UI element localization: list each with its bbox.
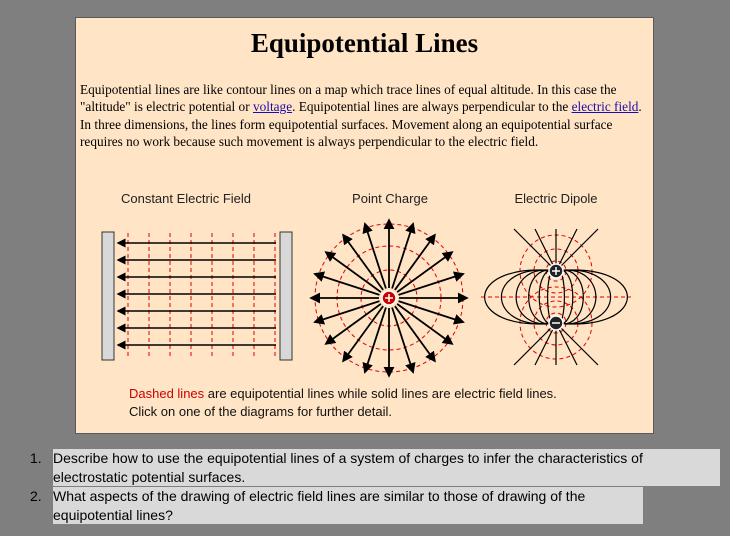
charge-sign [552, 267, 560, 275]
field-line [324, 251, 382, 293]
diagram-label: Electric Dipole [514, 191, 598, 206]
field-line [555, 228, 578, 272]
field-line [528, 269, 557, 325]
field-line [555, 269, 597, 325]
question-text: What aspects of the drawing of electric … [53, 487, 643, 524]
link[interactable]: voltage [252, 99, 293, 115]
question: 2. What aspects of the drawing of electri… [30, 487, 720, 524]
field-line [513, 322, 557, 366]
field-line [396, 303, 454, 345]
caption-text: are equipotential lines while solid line… [204, 386, 557, 401]
dipole-diagram[interactable] [481, 228, 631, 366]
field-line [515, 269, 557, 325]
field-line [555, 322, 578, 366]
field-line [313, 271, 380, 296]
plate-negative [101, 231, 115, 361]
field-line [555, 322, 599, 366]
question-number: 2. [30, 488, 42, 504]
field-line [362, 222, 387, 289]
field-line [513, 228, 557, 272]
text: Equipotential lines are like contour lin… [80, 82, 617, 115]
question-number: 1. [30, 450, 42, 466]
plate-positive [279, 231, 293, 361]
question: 1. Describe how to use the equipotential … [30, 449, 720, 486]
paragraph: Equipotential lines are like contour lin… [80, 81, 650, 151]
field-line [534, 322, 557, 366]
diagrams [101, 218, 631, 378]
diagram-label: Point Charge [352, 191, 428, 206]
field-line [394, 233, 436, 291]
field-line [391, 222, 416, 289]
field-line [555, 228, 599, 272]
field-line [342, 233, 384, 291]
field-line [555, 269, 611, 325]
field-line [398, 300, 465, 325]
field-line [362, 307, 387, 374]
field-line [534, 228, 557, 272]
constant-field-diagram[interactable] [101, 231, 293, 361]
field-line [555, 269, 584, 325]
content-panel: Equipotential Lines Equipotential lines … [75, 17, 654, 434]
link[interactable]: electric field [571, 99, 639, 115]
text: . Equipotential lines are always perpend… [292, 99, 572, 115]
plus-sign [385, 294, 393, 302]
caption-text: Click on one of the diagrams for further… [129, 404, 393, 419]
field-line [313, 300, 380, 325]
field-line [391, 307, 416, 374]
questions: 1. Describe how to use the equipotential … [30, 449, 720, 524]
caption-highlight: Dashed lines [129, 386, 205, 401]
diagram-label: Constant Electric Field [120, 191, 252, 206]
equipotential-line [545, 260, 567, 282]
point-charge-diagram[interactable] [309, 218, 469, 378]
caption: Dashed lines are equipotential lines whi… [129, 385, 557, 421]
question-text: Describe how to use the equipotential li… [53, 449, 720, 486]
field-line [555, 269, 628, 325]
field-line [324, 303, 382, 345]
field-line [342, 305, 384, 363]
title: Equipotential Lines [250, 28, 479, 58]
text: . In three dimensions, the lines form eq… [80, 99, 642, 150]
field-line [484, 269, 557, 325]
field-line [396, 251, 454, 293]
field-line [501, 269, 557, 325]
field-line [394, 305, 436, 363]
field-line [398, 271, 465, 296]
